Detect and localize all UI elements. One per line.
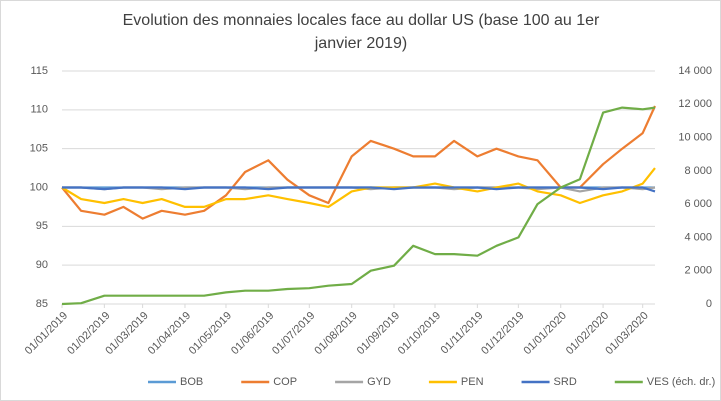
series-line [62,186,656,193]
y-tick-label: 100 [30,181,48,193]
legend-label: SRD [554,376,577,388]
y2-tick-label: 10 000 [678,131,712,143]
series-line [61,106,656,306]
legend-label: BOB [180,376,203,388]
y-tick-label: 115 [30,65,48,77]
y2-tick-label: 0 [706,298,712,310]
y-tick-label: 95 [36,220,48,232]
y2-tick-label: 6 000 [684,198,712,210]
y2-tick-label: 8 000 [684,165,712,177]
y-tick-label: 105 [30,143,48,155]
y2-tick-label: 2 000 [684,265,712,277]
legend-label: VES (éch. dr.) [647,376,715,388]
y2-tick-label: 12 000 [678,98,712,110]
series-line [61,167,656,208]
y-tick-label: 110 [30,104,48,116]
chart-title: janvier 2019) [314,35,408,52]
y-tick-label: 90 [36,259,48,271]
y2-tick-label: 14 000 [678,65,712,77]
chart-title: Evolution des monnaies locales face au d… [123,12,600,29]
legend-label: PEN [461,376,484,388]
y2-tick-label: 4 000 [684,231,712,243]
legend-label: COP [273,376,297,388]
legend-label: GYD [367,376,391,388]
y-tick-label: 85 [36,298,48,310]
